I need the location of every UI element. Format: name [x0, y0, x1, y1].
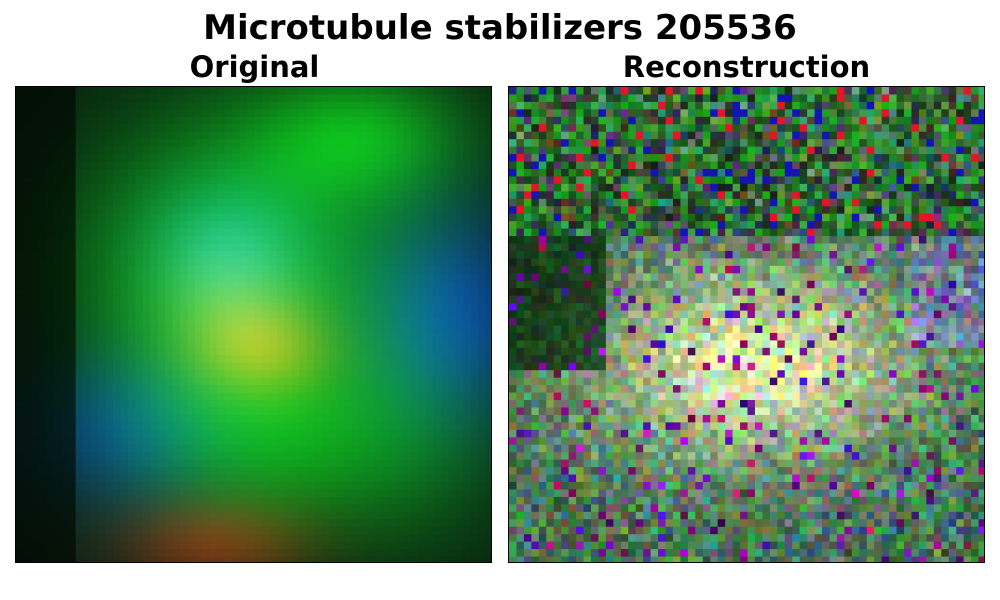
- reconstruction-image: [508, 86, 985, 563]
- figure-title: Microtubule stabilizers 205536: [203, 8, 797, 48]
- original-image-canvas: [16, 87, 491, 562]
- reconstruction-panel-title: Reconstruction: [622, 50, 871, 84]
- original-image: [15, 86, 492, 563]
- reconstruction-image-canvas: [509, 87, 984, 562]
- original-panel-title: Original: [189, 50, 320, 84]
